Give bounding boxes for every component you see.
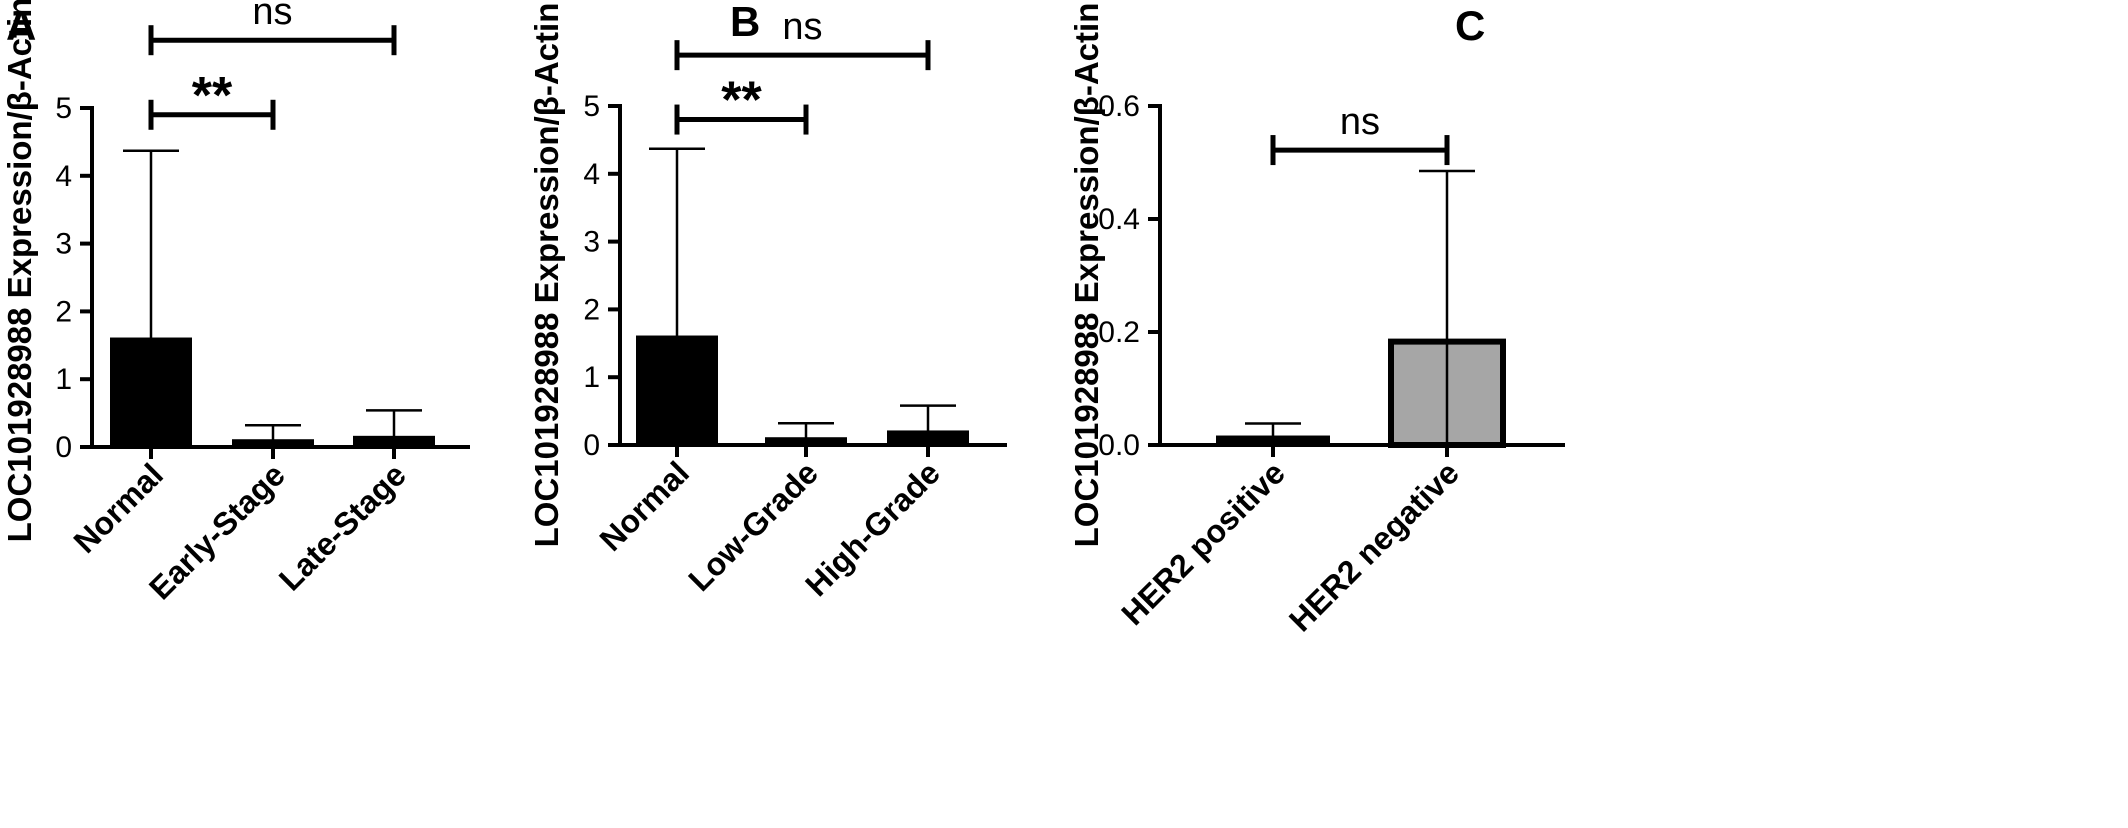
panel-letter-b: B: [730, 0, 760, 45]
panel-a-y-tick-label: 3: [55, 228, 72, 261]
panel-b: B LOC101928988 Expression/β-Actin 0 1 2 3 4 5 N…: [528, 0, 1007, 603]
panel-b-y-tick-label: 1: [583, 361, 600, 394]
panel-a-y-axis-label: LOC101928988 Expression/β-Actin: [1, 0, 38, 542]
panel-a-y-tick-label: 4: [55, 160, 72, 193]
panel-c-category-label: HER2 positive: [1114, 454, 1292, 632]
panel-c-bar: [1216, 435, 1330, 446]
panel-a-y-tick-label: 5: [55, 92, 72, 125]
panel-a-bar: [232, 439, 314, 449]
panel-b-bar: [765, 437, 847, 447]
panel-a-category-label: Late-Stage: [272, 456, 413, 597]
panel-c-significance-label: ns: [1340, 101, 1380, 143]
panel-a-bar: [110, 337, 192, 448]
panel-c-y-tick-label: 0.2: [1098, 316, 1140, 349]
panel-c-category-label: HER2 negative: [1282, 454, 1466, 638]
panel-b-y-tick-label: 2: [583, 293, 600, 326]
panel-b-y-tick-label: 0: [583, 429, 600, 462]
panel-c-y-tick-label: 0.6: [1098, 90, 1140, 123]
panel-c-y-tick-label: 0.0: [1098, 429, 1140, 462]
panel-b-bar: [887, 430, 969, 447]
panel-letter-c: C: [1455, 2, 1485, 49]
panel-b-y-tick-label: 3: [583, 226, 600, 259]
panel-letter-a: A: [6, 2, 36, 49]
panel-b-y-axis-label: LOC101928988 Expression/β-Actin: [528, 3, 565, 548]
panel-a-y-tick-label: 2: [55, 295, 72, 328]
panel-a: A LOC101928988 Expression/β-Actin 0 1 2 3 4 5 N…: [1, 0, 470, 606]
panel-b-y-tick-label: 5: [583, 90, 600, 123]
panel-a-significance-label: **: [192, 67, 233, 125]
panel-b-bar: [636, 335, 718, 446]
panel-b-significance-label: **: [721, 72, 762, 130]
panel-b-significance-label: ns: [782, 6, 822, 48]
panel-b-y-tick-label: 4: [583, 158, 600, 191]
panel-a-significance-label: ns: [252, 0, 292, 33]
panel-c-y-axis-label: LOC101928988 Expression/β-Actin: [1068, 3, 1105, 548]
panel-c-y-tick-label: 0.4: [1098, 203, 1140, 236]
panel-a-category-label: Normal: [67, 456, 170, 559]
panel-a-bar: [353, 435, 435, 448]
panel-b-category-label: Normal: [593, 454, 696, 557]
panel-a-y-tick-label: 0: [55, 431, 72, 464]
panel-a-y-tick-label: 1: [55, 363, 72, 396]
